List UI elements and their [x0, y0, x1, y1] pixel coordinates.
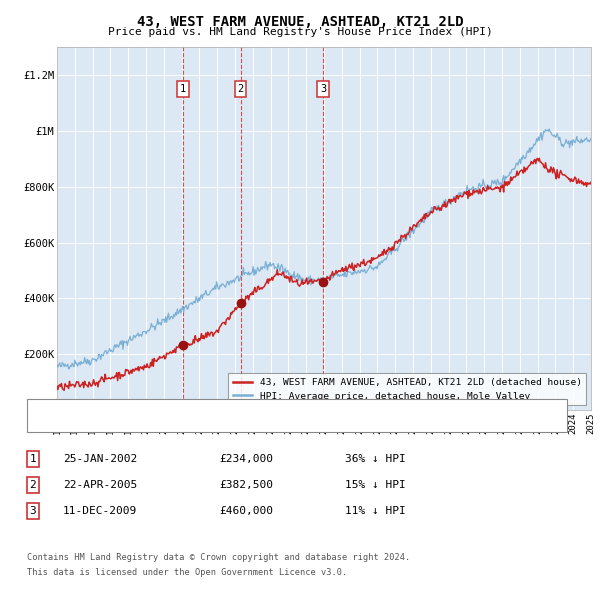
Text: 11% ↓ HPI: 11% ↓ HPI: [345, 506, 406, 516]
Text: 15% ↓ HPI: 15% ↓ HPI: [345, 480, 406, 490]
Text: Price paid vs. HM Land Registry's House Price Index (HPI): Price paid vs. HM Land Registry's House …: [107, 27, 493, 37]
Text: 2: 2: [29, 480, 37, 490]
Text: This data is licensed under the Open Government Licence v3.0.: This data is licensed under the Open Gov…: [27, 568, 347, 576]
Text: 3: 3: [29, 506, 37, 516]
Text: 25-JAN-2002: 25-JAN-2002: [63, 454, 137, 464]
Text: 11-DEC-2009: 11-DEC-2009: [63, 506, 137, 516]
Text: £382,500: £382,500: [219, 480, 273, 490]
Text: 1: 1: [180, 84, 186, 94]
Text: 2: 2: [238, 84, 244, 94]
Text: 22-APR-2005: 22-APR-2005: [63, 480, 137, 490]
Legend: 43, WEST FARM AVENUE, ASHTEAD, KT21 2LD (detached house), HPI: Average price, de: 43, WEST FARM AVENUE, ASHTEAD, KT21 2LD …: [229, 373, 586, 405]
Text: 1: 1: [29, 454, 37, 464]
Text: 36% ↓ HPI: 36% ↓ HPI: [345, 454, 406, 464]
Text: £460,000: £460,000: [219, 506, 273, 516]
Text: ——: ——: [36, 402, 51, 415]
Text: ——: ——: [36, 418, 51, 431]
Text: £234,000: £234,000: [219, 454, 273, 464]
Text: Contains HM Land Registry data © Crown copyright and database right 2024.: Contains HM Land Registry data © Crown c…: [27, 553, 410, 562]
Text: HPI: Average price, detached house, Mole Valley: HPI: Average price, detached house, Mole…: [69, 419, 345, 430]
Text: 3: 3: [320, 84, 326, 94]
Text: 43, WEST FARM AVENUE, ASHTEAD, KT21 2LD (detached house): 43, WEST FARM AVENUE, ASHTEAD, KT21 2LD …: [69, 404, 398, 414]
Text: 43, WEST FARM AVENUE, ASHTEAD, KT21 2LD: 43, WEST FARM AVENUE, ASHTEAD, KT21 2LD: [137, 15, 463, 29]
